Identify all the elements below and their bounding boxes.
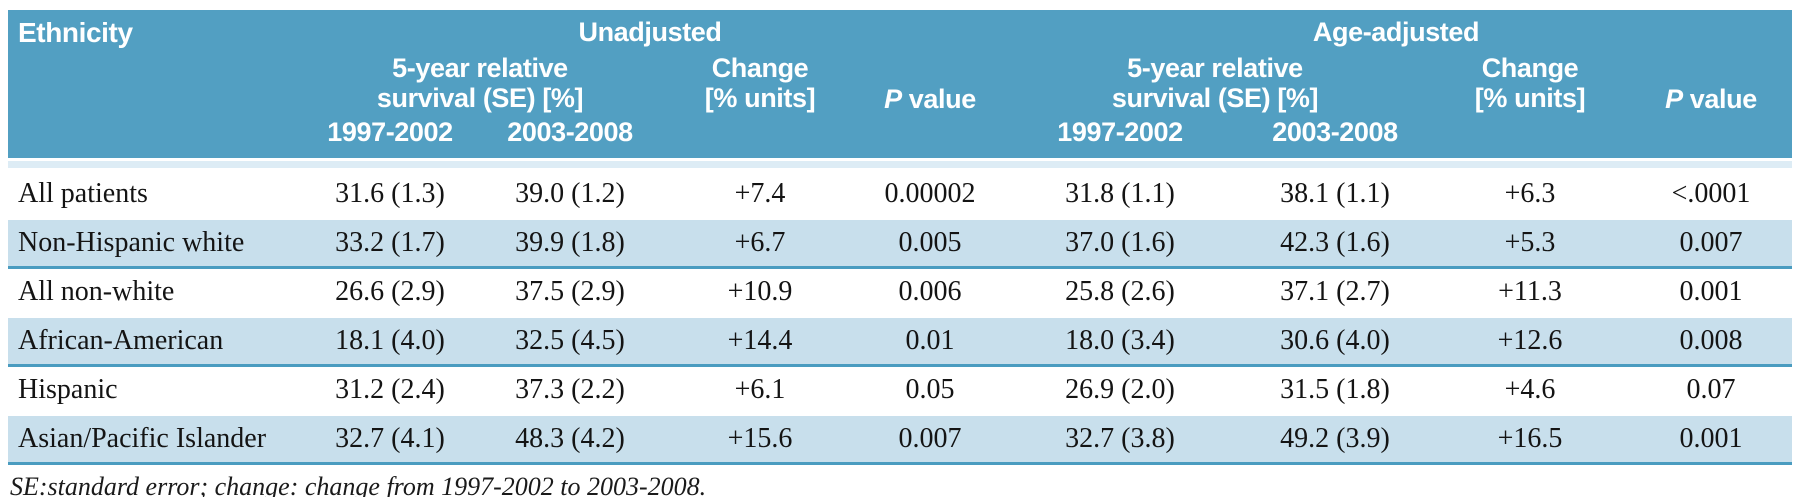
unadjusted-pvalue-cell: 0.007 — [898, 423, 962, 454]
col-header-ageadjusted-period2: 2003-2008 — [1272, 117, 1398, 147]
ageadjusted-survival-2003-2008-cell: 49.2 (3.9) — [1280, 423, 1390, 454]
ageadjusted-change-cell: +12.6 — [1497, 325, 1563, 356]
ageadjusted-change-cell: +16.5 — [1497, 423, 1563, 454]
change-header-line2: [% units] — [704, 82, 816, 113]
ageadjusted-survival-1997-2002-cell: 37.0 (1.6) — [1065, 227, 1175, 258]
change-header-line1: Change — [711, 53, 809, 83]
table-row: African-American 18.1 (4.0) 32.5 (4.5) +… — [8, 318, 1792, 367]
col-header-unadjusted-change: Change [% units] — [660, 53, 860, 118]
ageadjusted-pvalue-cell: 0.07 — [1686, 374, 1736, 405]
col-header-ethnicity: Ethnicity — [18, 17, 133, 48]
col-header-ageadjusted-pvalue: P value — [1630, 54, 1792, 118]
ageadjusted-survival-2003-2008-cell: 31.5 (1.8) — [1280, 374, 1390, 405]
table-body: All patients 31.6 (1.3) 39.0 (1.2) +7.4 … — [8, 171, 1792, 465]
unadjusted-survival-2003-2008-cell: 39.9 (1.8) — [515, 227, 625, 258]
group-header-unadjusted: Unadjusted — [578, 17, 722, 47]
unadjusted-survival-1997-2002-cell: 31.6 (1.3) — [335, 178, 445, 209]
header-underline-strip-inner — [8, 161, 1792, 168]
ageadjusted-survival-1997-2002-cell: 25.8 (2.6) — [1065, 276, 1175, 307]
ageadjusted-change-cell: +5.3 — [1504, 227, 1556, 258]
ageadjusted-survival-2003-2008-cell: 30.6 (4.0) — [1280, 325, 1390, 356]
unadjusted-survival-2003-2008-cell: 48.3 (4.2) — [515, 423, 625, 454]
p-italic-label: P — [1665, 84, 1683, 115]
ageadjusted-survival-2003-2008-cell: 42.3 (1.6) — [1280, 227, 1390, 258]
table-row: Non-Hispanic white 33.2 (1.7) 39.9 (1.8)… — [8, 220, 1792, 269]
col-header-unadjusted-period2: 2003-2008 — [507, 117, 633, 147]
survival-header-line2: survival (SE) [%] — [376, 82, 584, 113]
unadjusted-change-cell: +14.4 — [727, 325, 793, 356]
survival-table: Ethnicity Unadjusted Age-adjusted 5-year… — [8, 10, 1792, 497]
ethnicity-cell: Non-Hispanic white — [18, 227, 245, 258]
survival-header-line1: 5-year relative — [392, 53, 568, 83]
unadjusted-pvalue-cell: 0.01 — [905, 325, 955, 356]
table-row: All patients 31.6 (1.3) 39.0 (1.2) +7.4 … — [8, 171, 1792, 220]
ageadjusted-change-cell: +6.3 — [1504, 178, 1556, 209]
ageadjusted-survival-2003-2008-cell: 38.1 (1.1) — [1280, 178, 1390, 209]
unadjusted-survival-1997-2002-cell: 32.7 (4.1) — [335, 423, 445, 454]
col-header-unadjusted-pvalue: P value — [860, 54, 1000, 118]
unadjusted-change-cell: +15.6 — [727, 423, 793, 454]
unadjusted-pvalue-cell: 0.05 — [905, 374, 955, 405]
survival-header-line1: 5-year relative — [1127, 53, 1303, 83]
col-header-ageadjusted-survival: 5-year relative survival (SE) [%] — [1000, 53, 1430, 118]
ageadjusted-pvalue-cell: 0.008 — [1679, 325, 1743, 356]
table-footnote: SE:standard error; change: change from 1… — [10, 472, 707, 497]
col-header-ageadjusted-change: Change [% units] — [1430, 53, 1630, 118]
ethnicity-cell: All non-white — [18, 276, 175, 307]
unadjusted-survival-1997-2002-cell: 26.6 (2.9) — [335, 276, 445, 307]
p-value-word: value — [908, 84, 976, 115]
unadjusted-survival-1997-2002-cell: 18.1 (4.0) — [335, 325, 445, 356]
unadjusted-survival-2003-2008-cell: 39.0 (1.2) — [515, 178, 625, 209]
col-header-unadjusted-survival: 5-year relative survival (SE) [%] — [300, 53, 660, 118]
unadjusted-survival-2003-2008-cell: 37.5 (2.9) — [515, 276, 625, 307]
ethnicity-cell: Asian/Pacific Islander — [18, 423, 267, 454]
ageadjusted-survival-2003-2008-cell: 37.1 (2.7) — [1280, 276, 1390, 307]
ageadjusted-pvalue-cell: 0.001 — [1679, 423, 1743, 454]
ageadjusted-pvalue-cell: 0.001 — [1679, 276, 1743, 307]
unadjusted-pvalue-cell: 0.005 — [898, 227, 962, 258]
ethnicity-cell: African-American — [18, 325, 224, 356]
ageadjusted-survival-1997-2002-cell: 26.9 (2.0) — [1065, 374, 1175, 405]
ethnicity-cell: All patients — [18, 178, 148, 209]
table-row: Asian/Pacific Islander 32.7 (4.1) 48.3 (… — [8, 416, 1792, 465]
p-italic-label: P — [884, 84, 902, 115]
ageadjusted-change-cell: +11.3 — [1498, 276, 1562, 307]
col-header-ageadjusted-period1: 1997-2002 — [1057, 117, 1183, 147]
ageadjusted-change-cell: +4.6 — [1504, 374, 1556, 405]
unadjusted-survival-2003-2008-cell: 37.3 (2.2) — [515, 374, 625, 405]
unadjusted-survival-1997-2002-cell: 33.2 (1.7) — [335, 227, 445, 258]
ageadjusted-survival-1997-2002-cell: 18.0 (3.4) — [1065, 325, 1175, 356]
unadjusted-pvalue-cell: 0.00002 — [884, 178, 976, 209]
unadjusted-change-cell: +7.4 — [734, 178, 786, 209]
col-header-unadjusted-period1: 1997-2002 — [327, 117, 453, 147]
unadjusted-change-cell: +10.9 — [727, 276, 793, 307]
unadjusted-survival-2003-2008-cell: 32.5 (4.5) — [515, 325, 625, 356]
table-row: Hispanic 31.2 (2.4) 37.3 (2.2) +6.1 0.05… — [8, 367, 1792, 416]
ethnicity-cell: Hispanic — [18, 374, 118, 405]
change-header-line1: Change — [1481, 53, 1579, 83]
ageadjusted-pvalue-cell: 0.007 — [1679, 227, 1743, 258]
ageadjusted-survival-1997-2002-cell: 31.8 (1.1) — [1065, 178, 1175, 209]
unadjusted-survival-1997-2002-cell: 31.2 (2.4) — [335, 374, 445, 405]
unadjusted-pvalue-cell: 0.006 — [898, 276, 962, 307]
survival-header-line2: survival (SE) [%] — [1111, 82, 1319, 113]
ageadjusted-survival-1997-2002-cell: 32.7 (3.8) — [1065, 423, 1175, 454]
unadjusted-change-cell: +6.1 — [734, 374, 786, 405]
group-header-age-adjusted: Age-adjusted — [1312, 17, 1480, 47]
table-row: All non-white 26.6 (2.9) 37.5 (2.9) +10.… — [8, 269, 1792, 318]
p-value-word: value — [1689, 84, 1757, 115]
table-header: Ethnicity Unadjusted Age-adjusted 5-year… — [8, 10, 1792, 158]
ageadjusted-pvalue-cell: <.0001 — [1671, 178, 1751, 209]
unadjusted-change-cell: +6.7 — [734, 227, 786, 258]
header-underline-strip — [8, 161, 1792, 171]
change-header-line2: [% units] — [1474, 82, 1586, 113]
